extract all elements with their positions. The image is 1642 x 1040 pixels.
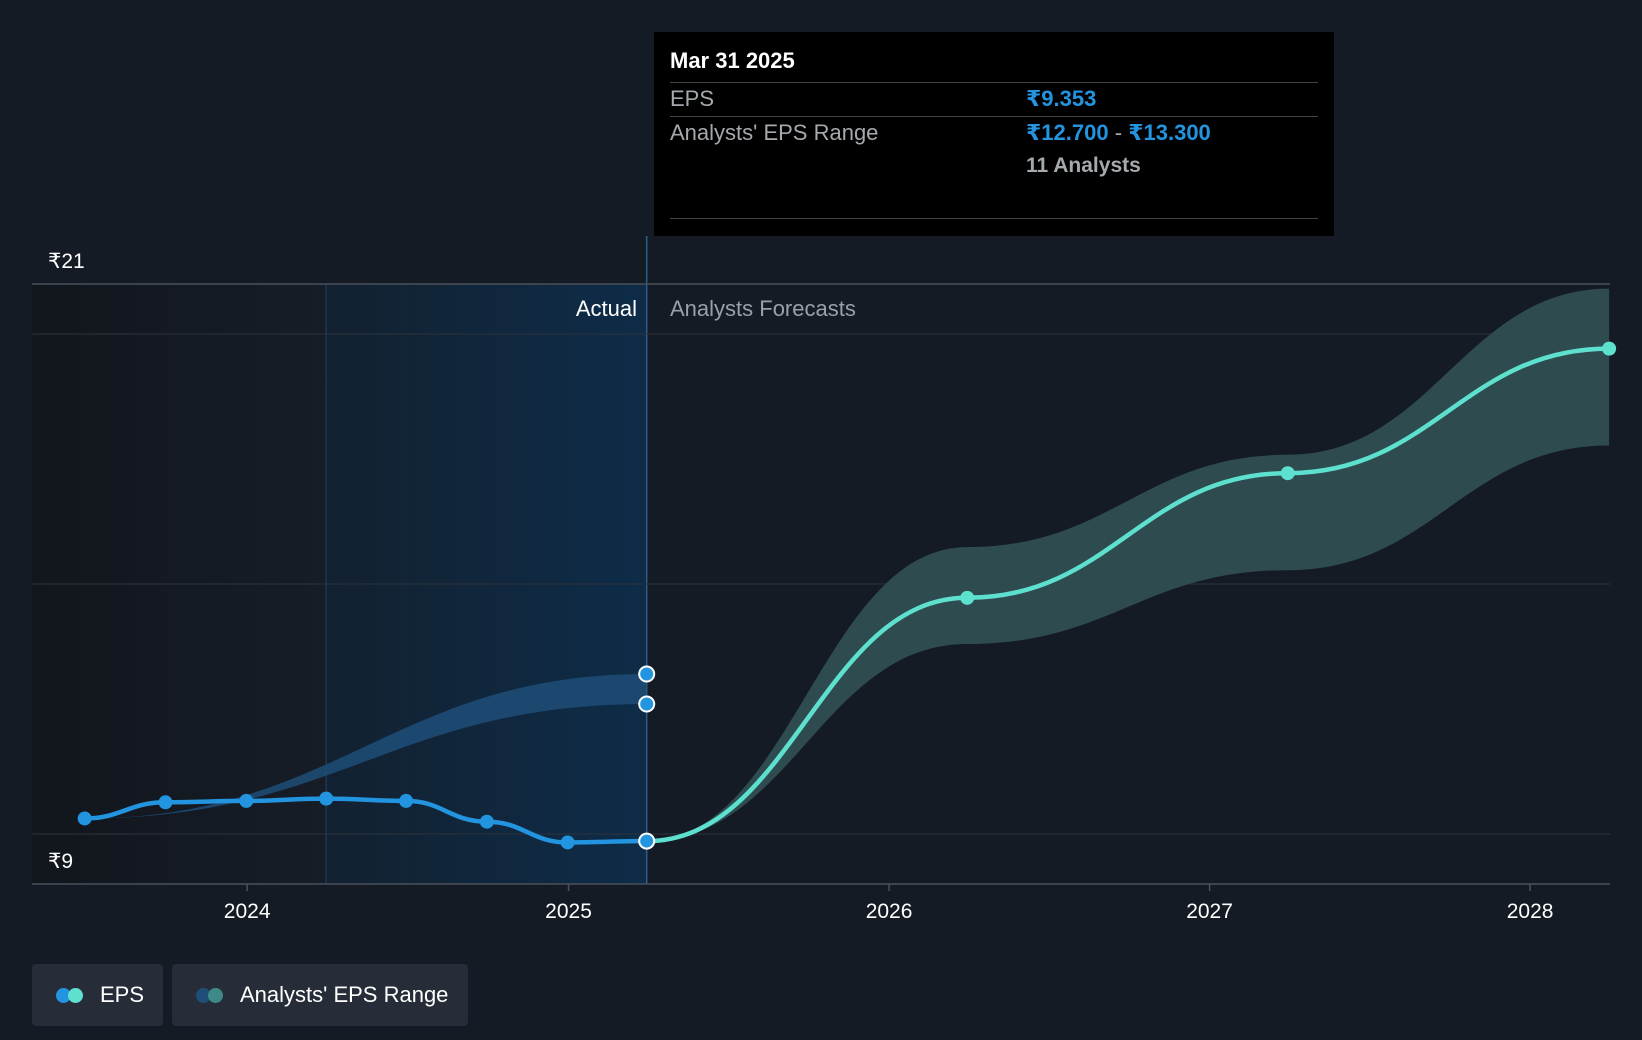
eps-forecast-line [644,346,1612,844]
y-tick-label: ₹9 [48,850,73,873]
actual-label: Actual [576,296,637,321]
range-endpoint-marker [638,695,656,713]
tooltip-divider [670,218,1318,219]
x-tick-label: 2025 [545,900,592,923]
legend-eps-label: EPS [100,982,145,1007]
tooltip-analysts-count: 11 Analysts [1026,154,1141,177]
eps-actual-point [239,793,254,808]
eps-actual-point [399,793,414,808]
y-tick-label: ₹21 [48,250,85,273]
x-tick-label: 2027 [1186,900,1233,923]
tooltip-date: Mar 31 2025 [670,48,795,73]
actual-range-band [84,674,647,819]
eps-actual-point [638,832,656,850]
eps-forecast-point [1602,341,1617,356]
tooltip-eps-label: EPS [670,86,715,111]
tooltip-divider [670,116,1318,117]
tooltip-range-high: ₹13.300 [1128,120,1211,145]
legend-eps[interactable]: EPS [32,964,163,1026]
tooltip-range-low: ₹12.700 [1026,120,1109,145]
x-tick-label: 2028 [1507,900,1554,923]
tooltip-range-label: Analysts' EPS Range [670,120,879,145]
tooltip-range-sep: - [1114,120,1123,145]
range-actual-swatch-icon [196,988,211,1003]
legend-analysts-range[interactable]: Analysts' EPS Range [172,964,468,1026]
eps-actual-swatch-icon [56,988,71,1003]
eps-forecast-point [1280,466,1295,481]
eps-forecast-point [960,590,975,605]
forecast-label: Analysts Forecasts [670,296,856,321]
eps-actual-point [560,835,575,850]
eps-actual-point [158,795,173,810]
range-endpoint-marker [638,665,656,683]
legend-range-label: Analysts' EPS Range [240,982,449,1007]
x-tick-label: 2024 [224,900,271,923]
forecast-range-band [646,288,1610,842]
tooltip: Mar 31 2025 EPS ₹9.353 Analysts' EPS Ran… [654,32,1334,236]
eps-actual-point [479,814,494,829]
eps-actual-point [77,811,92,826]
x-tick-label: 2026 [866,900,913,923]
eps-actual-point [319,791,334,806]
tooltip-divider [670,82,1318,83]
tooltip-range-value: ₹12.700 - ₹13.300 [1026,120,1211,146]
range-forecast-swatch-icon [208,988,223,1003]
eps-forecast-swatch-icon [68,988,83,1003]
tooltip-eps-value: ₹9.353 [1026,86,1097,111]
